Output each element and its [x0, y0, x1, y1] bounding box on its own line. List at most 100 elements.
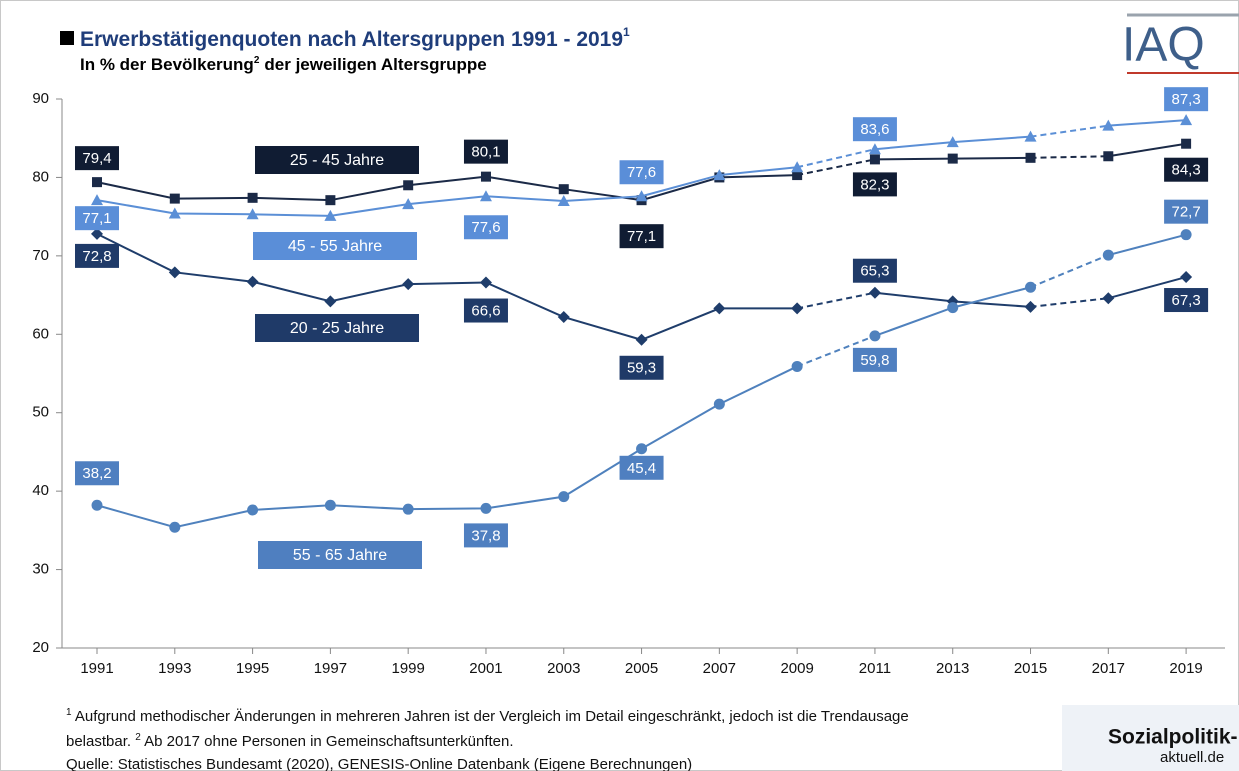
marker	[791, 161, 804, 173]
marker	[403, 180, 414, 191]
data-label: 77,6	[627, 164, 656, 181]
x-tick-label: 1999	[391, 660, 424, 677]
marker	[868, 286, 881, 299]
marker	[92, 177, 103, 188]
data-label-box	[1164, 288, 1209, 313]
marker	[1180, 114, 1193, 126]
data-label-box	[619, 160, 664, 185]
footnote-mark: 2	[135, 732, 141, 743]
marker	[169, 521, 181, 533]
marker	[1102, 292, 1115, 305]
subtitle-sup: 2	[254, 55, 260, 66]
marker	[557, 194, 570, 206]
data-label-box	[619, 355, 664, 380]
data-label: 66,6	[471, 302, 500, 319]
data-label-box	[852, 347, 897, 372]
marker	[947, 302, 959, 314]
x-tick-label: 1997	[314, 660, 347, 677]
y-tick-label: 50	[32, 404, 49, 421]
y-tick-label: 20	[32, 639, 49, 656]
series-line	[796, 334, 876, 368]
logo-iaq: IAQ	[1122, 19, 1205, 72]
marker	[1181, 138, 1192, 149]
chart-title: Erwerbstätigenquoten nach Altersgruppen …	[80, 25, 630, 50]
series-line	[1030, 297, 1109, 308]
data-label-box	[619, 455, 664, 480]
legend-label: 55 - 65 Jahre	[293, 547, 387, 564]
legend-label: 20 - 25 Jahre	[290, 320, 384, 337]
marker	[246, 208, 259, 220]
marker	[713, 398, 725, 410]
marker	[869, 154, 880, 165]
legend-box	[255, 314, 419, 342]
source: Quelle: Statistisches Bundesamt (2020), …	[66, 756, 693, 771]
marker	[402, 198, 415, 210]
marker	[402, 503, 414, 515]
x-tick-label: 2003	[547, 660, 580, 677]
marker	[1102, 249, 1114, 261]
logo-text: aktuell.de	[1160, 749, 1224, 766]
title-square	[60, 31, 74, 45]
data-label: 72,8	[82, 248, 111, 265]
series-line	[1108, 276, 1187, 300]
data-label: 82,3	[860, 176, 889, 193]
data-label-box	[1164, 199, 1209, 224]
series-line	[1030, 254, 1109, 289]
series-line	[796, 158, 876, 177]
data-label: 80,1	[471, 144, 500, 161]
x-tick-label: 1995	[236, 660, 269, 677]
series-line	[1108, 142, 1187, 158]
data-label: 77,1	[82, 210, 111, 227]
marker	[558, 184, 569, 195]
data-label-box	[75, 206, 120, 231]
marker	[635, 190, 648, 202]
footnote-text: Aufgrund methodischer Änderungen in mehr…	[66, 708, 909, 750]
marker	[325, 195, 336, 206]
data-label-box	[463, 523, 508, 548]
x-tick-label: 2013	[936, 660, 969, 677]
marker	[324, 295, 337, 308]
x-tick-label: 2011	[859, 660, 891, 677]
legend-box	[255, 146, 419, 174]
series-line	[1108, 119, 1187, 127]
data-label-box	[75, 146, 120, 171]
marker	[1180, 229, 1192, 241]
data-label: 77,6	[471, 219, 500, 236]
chart-subtitle: In % der Bevölkerung2 der jeweiligen Alte…	[80, 55, 487, 75]
marker	[791, 302, 804, 315]
subtitle-text: der jeweiligen Altersgruppe	[264, 55, 486, 74]
marker	[168, 207, 181, 219]
marker	[636, 443, 648, 455]
data-label-box	[463, 139, 508, 164]
data-label: 84,3	[1172, 162, 1201, 179]
data-label: 45,4	[627, 460, 656, 477]
legend-box	[258, 541, 422, 569]
marker	[947, 153, 958, 164]
y-tick-label: 90	[32, 90, 49, 107]
marker	[1025, 281, 1037, 293]
marker	[713, 302, 726, 315]
marker	[168, 266, 181, 279]
series-line	[1108, 233, 1187, 257]
data-label: 77,1	[627, 228, 656, 245]
x-tick-label: 2015	[1014, 660, 1047, 677]
marker	[868, 143, 881, 155]
marker	[91, 499, 103, 511]
data-label: 79,4	[82, 150, 111, 167]
marker	[1103, 151, 1114, 162]
marker	[791, 360, 803, 372]
x-tick-label: 2005	[625, 660, 658, 677]
data-label-box	[852, 172, 897, 197]
series-line	[1030, 155, 1109, 159]
y-tick-label: 70	[32, 247, 49, 264]
data-label-box	[852, 258, 897, 283]
marker	[1180, 271, 1193, 284]
marker	[91, 227, 104, 240]
marker	[247, 192, 258, 203]
footnotes: 1 Aufgrund methodischer Änderungen in me…	[66, 702, 966, 752]
data-label-box	[75, 243, 120, 268]
data-label: 65,3	[860, 263, 889, 280]
